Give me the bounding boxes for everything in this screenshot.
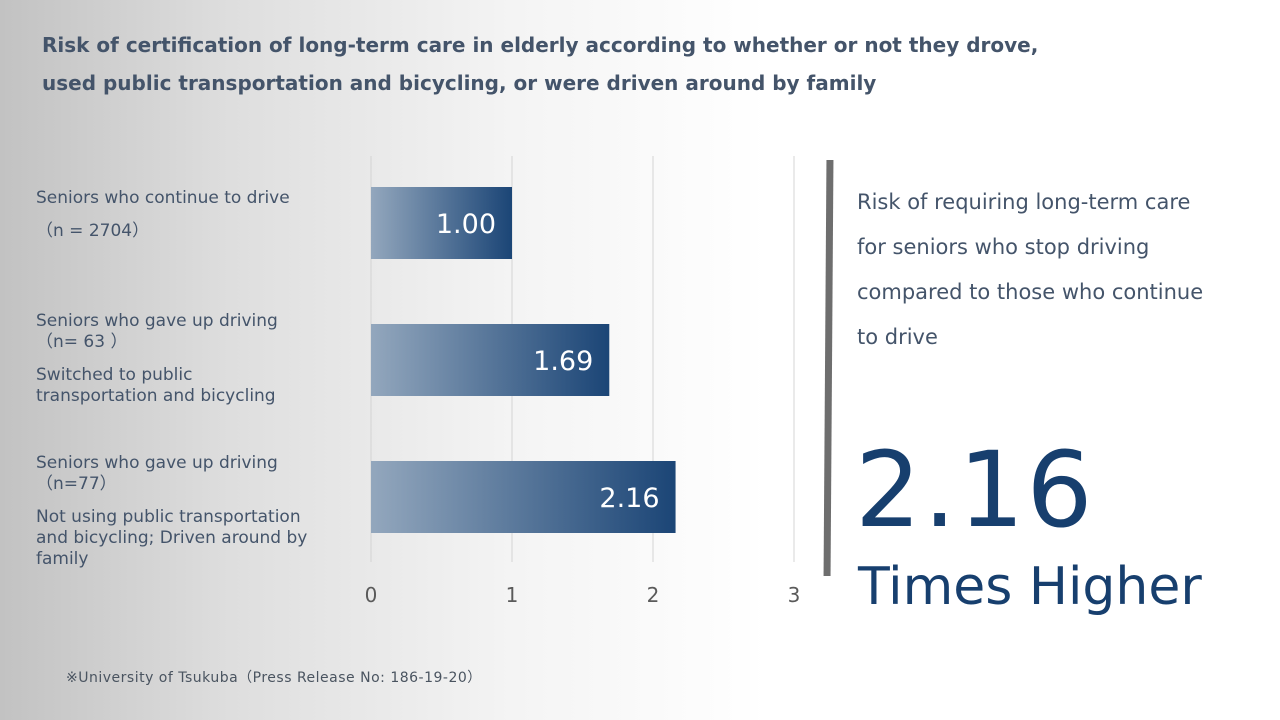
bar-3	[371, 461, 676, 533]
category-label-line: （n=77）	[36, 474, 117, 494]
callout-line-2: for seniors who stop driving	[857, 235, 1150, 259]
source-note: ※University of Tsukuba（Press Release No:…	[66, 670, 482, 686]
bar-chart: 1.00 1.69 2.16 0 1 2 3	[365, 156, 801, 607]
callout-line-1: Risk of requiring long-term care	[857, 190, 1191, 214]
callout-caption: Times Higher	[858, 557, 1202, 617]
category-label-1: Seniors who continue to drive （n = 2704）	[36, 188, 356, 242]
category-label-2: Seniors who gave up driving （n= 63 ） Switc…	[36, 311, 356, 407]
x-tick-label: 3	[788, 583, 801, 607]
callout-divider	[823, 160, 834, 576]
callout-description: Risk of requiring long-term care for sen…	[857, 180, 1257, 360]
category-label-line: Seniors who gave up driving	[36, 453, 278, 473]
category-label-line: Switched to public	[36, 365, 193, 385]
bar-value-label-2: 1.69	[533, 346, 593, 377]
callout-line-3: compared to those who continue	[857, 280, 1204, 304]
category-label-line: Seniors who continue to drive	[36, 188, 290, 208]
chart-title-line-1: Risk of certification of long-term care …	[42, 33, 1039, 57]
category-label-line: （n= 63 ）	[36, 332, 128, 352]
x-tick-label: 0	[365, 583, 378, 607]
bar-1	[371, 187, 512, 259]
callout-line-4: to drive	[857, 325, 938, 349]
category-label-line: Not using public transportation	[36, 507, 301, 527]
category-label-line: Seniors who gave up driving	[36, 311, 278, 331]
chart-title-line-2: used public transportation and bicycling…	[42, 71, 877, 95]
callout-big-value: 2.16	[855, 429, 1095, 551]
x-tick-label: 2	[647, 583, 660, 607]
bar-value-label-3: 2.16	[599, 483, 659, 514]
bar-2	[371, 324, 610, 396]
x-tick-label: 1	[506, 583, 519, 607]
category-label-3: Seniors who gave up driving （n=77） Not usi…	[36, 453, 356, 570]
category-label-line: transportation and bicycling	[36, 386, 276, 406]
category-label-line: and bicycling; Driven around by	[36, 528, 308, 548]
chart-title: Risk of certification of long-term care …	[42, 26, 1042, 102]
category-label-line: family	[36, 549, 89, 569]
bar-value-label-1: 1.00	[436, 209, 496, 240]
category-label-line: （n = 2704）	[36, 221, 150, 241]
